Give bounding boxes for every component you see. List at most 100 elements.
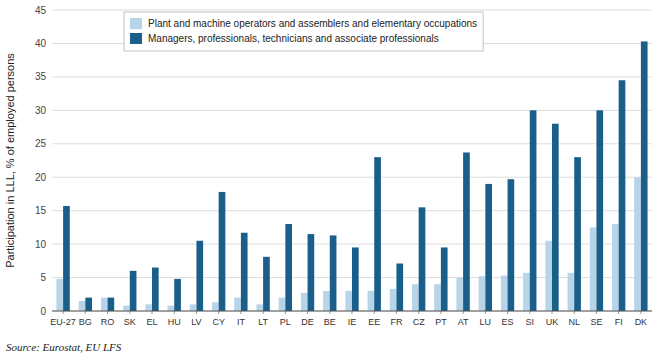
y-tick-label: 10 xyxy=(35,239,47,250)
x-tick xyxy=(352,311,353,314)
grid-line xyxy=(52,143,652,144)
bar xyxy=(574,157,581,311)
bar xyxy=(79,301,86,311)
bar xyxy=(419,207,426,311)
bar xyxy=(234,298,241,311)
x-tick xyxy=(307,311,308,314)
bar xyxy=(568,273,575,311)
bar xyxy=(108,298,115,311)
x-tick xyxy=(107,311,108,314)
x-tick-label: ES xyxy=(502,317,514,327)
bar xyxy=(352,247,359,311)
chart: 051015202530354045Participation in LLL, … xyxy=(0,0,660,357)
x-tick-label: LT xyxy=(258,317,268,327)
y-tick-label: 25 xyxy=(35,138,47,149)
bar xyxy=(374,157,381,311)
x-tick-label: SI xyxy=(526,317,535,327)
x-tick xyxy=(529,311,530,314)
x-tick xyxy=(463,311,464,314)
legend-label: Managers, professionals, technicians and… xyxy=(148,33,439,44)
bar xyxy=(212,302,219,311)
x-tick xyxy=(507,311,508,314)
legend-frame xyxy=(124,12,483,51)
x-tick xyxy=(152,311,153,314)
legend: Plant and machine operators and assemble… xyxy=(124,12,483,51)
x-tick xyxy=(640,311,641,314)
bar xyxy=(168,306,175,311)
bar xyxy=(508,179,515,311)
x-tick-label: HU xyxy=(168,317,181,327)
x-tick-label: DE xyxy=(301,317,314,327)
x-tick-label: RO xyxy=(101,317,115,327)
x-tick-label: CZ xyxy=(413,317,425,327)
x-tick xyxy=(63,311,64,314)
x-tick-label: SE xyxy=(590,317,602,327)
bar xyxy=(56,279,63,311)
x-tick-label: PL xyxy=(280,317,291,327)
bar xyxy=(301,293,308,311)
x-tick xyxy=(329,311,330,314)
bar xyxy=(612,224,619,311)
y-tick-label: 15 xyxy=(35,205,47,216)
bar xyxy=(434,284,441,311)
bar xyxy=(479,276,486,311)
bar xyxy=(101,298,108,311)
bar xyxy=(530,110,537,311)
bar xyxy=(308,234,315,311)
bar xyxy=(123,306,130,311)
x-tick xyxy=(440,311,441,314)
x-tick xyxy=(240,311,241,314)
bar xyxy=(523,273,530,311)
bar xyxy=(545,241,552,311)
bar xyxy=(396,264,403,311)
bars xyxy=(56,41,647,311)
x-tick-label: BE xyxy=(324,317,336,327)
x-tick xyxy=(218,311,219,314)
bar xyxy=(596,110,603,311)
bar xyxy=(145,304,152,311)
grid-line xyxy=(52,10,652,11)
x-tick xyxy=(285,311,286,314)
x-tick xyxy=(174,311,175,314)
bar xyxy=(241,233,248,311)
bar xyxy=(485,184,492,311)
bar xyxy=(634,177,641,311)
x-tick-label: UK xyxy=(546,317,559,327)
bar xyxy=(368,291,375,311)
bar xyxy=(219,192,226,311)
y-tick-label: 30 xyxy=(35,105,47,116)
x-tick-label: AT xyxy=(458,317,469,327)
chart-container: 051015202530354045Participation in LLL, … xyxy=(0,0,660,357)
x-tick-label: BG xyxy=(79,317,92,327)
legend-swatch xyxy=(130,18,142,29)
bar xyxy=(190,304,197,311)
bar xyxy=(196,241,203,311)
y-tick-label: 5 xyxy=(40,272,46,283)
x-tick xyxy=(596,311,597,314)
bar xyxy=(330,235,337,311)
x-tick xyxy=(574,311,575,314)
x-tick xyxy=(552,311,553,314)
y-tick-label: 20 xyxy=(35,172,47,183)
bar xyxy=(590,227,597,311)
x-tick-label: EL xyxy=(146,317,157,327)
x-tick-label: NL xyxy=(568,317,580,327)
x-tick-label: EU-27 xyxy=(50,317,76,327)
legend-label: Plant and machine operators and assemble… xyxy=(148,18,477,29)
x-tick xyxy=(129,311,130,314)
bar xyxy=(501,276,508,311)
bar xyxy=(174,279,181,311)
bar xyxy=(323,291,330,311)
x-tick xyxy=(85,311,86,314)
x-tick-label: LU xyxy=(480,317,492,327)
x-tick xyxy=(263,311,264,314)
grid xyxy=(52,10,652,311)
bar xyxy=(263,257,270,311)
bar xyxy=(441,247,448,311)
bar xyxy=(619,80,626,311)
grid-line xyxy=(52,177,652,178)
x-tick-label: IT xyxy=(237,317,246,327)
x-tick xyxy=(196,311,197,314)
bar xyxy=(130,271,137,311)
bar xyxy=(256,304,263,311)
